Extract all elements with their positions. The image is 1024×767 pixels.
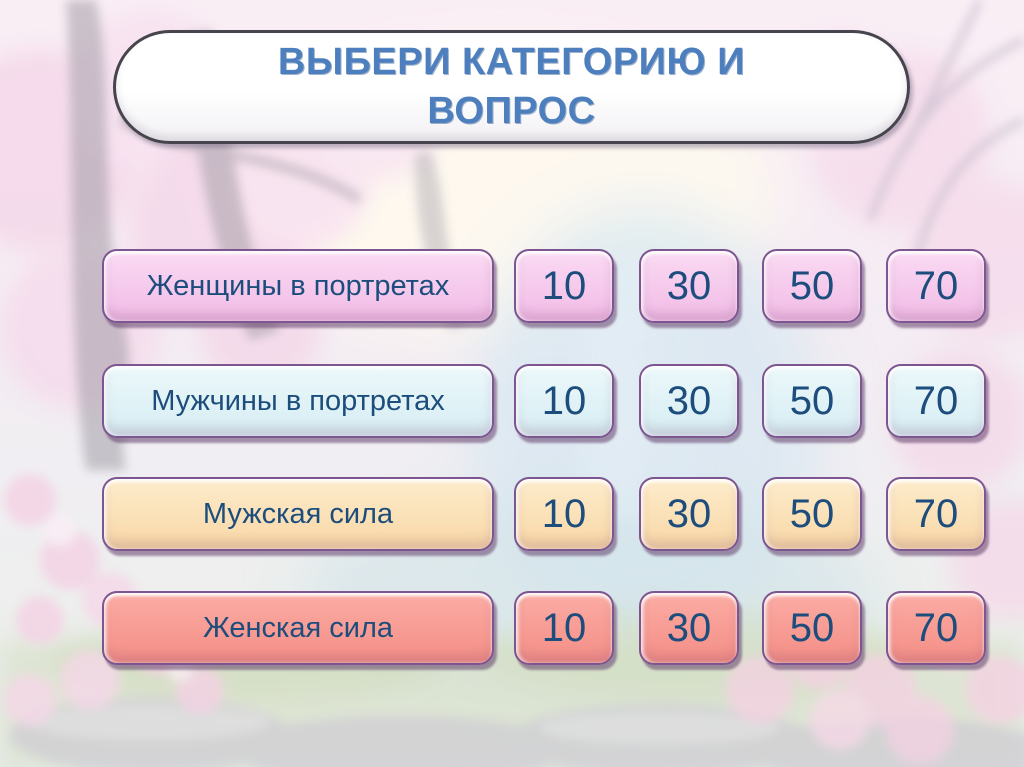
- category-male-strength-button[interactable]: Мужская сила: [102, 477, 494, 551]
- page-title: ВЫБЕРИ КАТЕГОРИЮ И ВОПРОС: [277, 41, 746, 132]
- board-row: Мужчины в портретах 10 30 50 70: [0, 364, 1024, 440]
- value-button[interactable]: 30: [639, 249, 739, 323]
- value-button[interactable]: 70: [886, 364, 986, 438]
- value-button[interactable]: 50: [762, 249, 862, 323]
- board-row: Мужская сила 10 30 50 70: [0, 477, 1024, 553]
- value-button[interactable]: 30: [639, 591, 739, 665]
- board-row: Женщины в портретах 10 30 50 70: [0, 249, 1024, 325]
- value-button[interactable]: 10: [514, 477, 614, 551]
- value-button[interactable]: 10: [514, 591, 614, 665]
- category-men-in-portraits-button[interactable]: Мужчины в портретах: [102, 364, 494, 438]
- value-button[interactable]: 50: [762, 591, 862, 665]
- value-button[interactable]: 30: [639, 477, 739, 551]
- value-button[interactable]: 70: [886, 249, 986, 323]
- value-button[interactable]: 50: [762, 477, 862, 551]
- category-female-strength-button[interactable]: Женская сила: [102, 591, 494, 665]
- value-button[interactable]: 10: [514, 364, 614, 438]
- value-button[interactable]: 50: [762, 364, 862, 438]
- board-row: Женская сила 10 30 50 70: [0, 591, 1024, 667]
- category-women-in-portraits-button[interactable]: Женщины в портретах: [102, 249, 494, 323]
- value-button[interactable]: 70: [886, 591, 986, 665]
- title-banner: ВЫБЕРИ КАТЕГОРИЮ И ВОПРОС: [113, 30, 910, 144]
- value-button[interactable]: 70: [886, 477, 986, 551]
- value-button[interactable]: 10: [514, 249, 614, 323]
- value-button[interactable]: 30: [639, 364, 739, 438]
